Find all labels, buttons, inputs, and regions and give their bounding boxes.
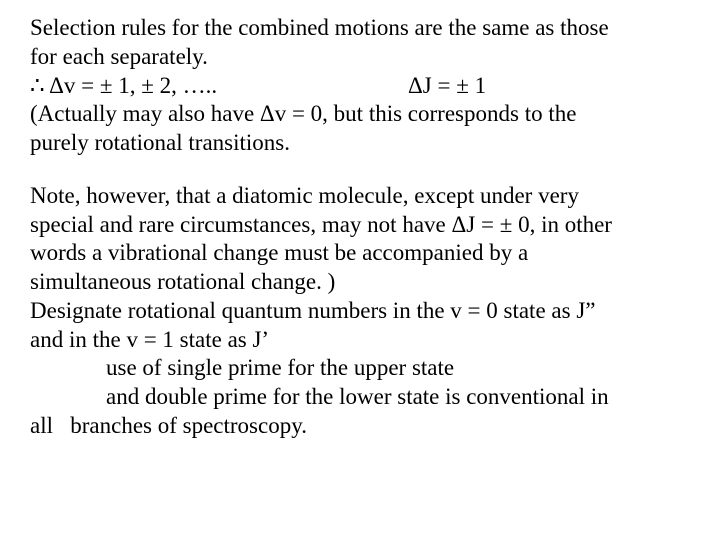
text-content: branches of spectroscopy. xyxy=(70,413,307,438)
text-line-last: all branches of spectroscopy. xyxy=(30,412,690,441)
text-line: simultaneous rotational change. ) xyxy=(30,268,690,297)
text-line-indented: and double prime for the lower state is … xyxy=(30,383,690,412)
text-line: for each separately. xyxy=(30,43,690,72)
text-line: Selection rules for the combined motions… xyxy=(30,14,690,43)
delta-j-rule: ΔJ = ± 1 xyxy=(408,72,486,101)
text-line: and in the v = 1 state as J’ xyxy=(30,326,690,355)
delta-v-rule: ∴ Δv = ± 1, ± 2, ….. xyxy=(30,72,408,101)
text-line: Note, however, that a diatomic molecule,… xyxy=(30,182,690,211)
text-line: special and rare circumstances, may not … xyxy=(30,211,690,240)
text-line: Designate rotational quantum numbers in … xyxy=(30,297,690,326)
text-content: use of single prime for the upper state xyxy=(106,355,454,380)
paragraph-1: Selection rules for the combined motions… xyxy=(30,14,690,158)
text-line: words a vibrational change must be accom… xyxy=(30,239,690,268)
word-all: all xyxy=(30,413,53,438)
text-line: (Actually may also have Δv = 0, but this… xyxy=(30,100,690,129)
text-content: and double prime for the lower state is … xyxy=(106,384,609,409)
text-line-indented: use of single prime for the upper state xyxy=(30,354,690,383)
paragraph-2: Note, however, that a diatomic molecule,… xyxy=(30,182,690,441)
slide-content: Selection rules for the combined motions… xyxy=(0,0,720,441)
selection-rules-line: ∴ Δv = ± 1, ± 2, ….. ΔJ = ± 1 xyxy=(30,72,690,101)
text-line: purely rotational transitions. xyxy=(30,129,690,158)
